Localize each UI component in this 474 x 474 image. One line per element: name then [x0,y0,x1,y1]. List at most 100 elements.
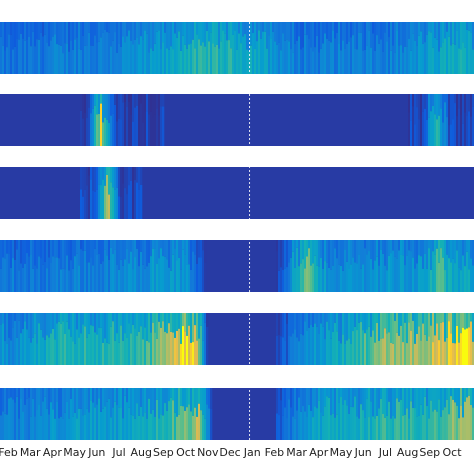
heatmap-cell [404,265,407,292]
heatmap-cell [336,258,339,292]
heatmap-cell [222,22,225,31]
heatmap-cell [96,404,99,440]
heatmap-cell [76,37,79,74]
heatmap-cell [300,388,303,412]
heatmap-cell [64,333,67,365]
heatmap-cell [162,106,165,146]
heatmap-cell [198,313,201,339]
heatmap-cell [144,327,147,365]
heatmap-cell [36,410,39,440]
heatmap-cell [162,22,165,43]
heatmap-cell [316,313,319,327]
heatmap-cell [412,320,415,365]
heatmap-cell [222,30,225,74]
heatmap-cell [136,388,139,404]
heatmap-cell [420,313,423,341]
heatmap-cell [428,388,431,419]
heatmap-cell [466,94,469,116]
heatmap-cell [124,259,127,292]
heatmap-cell [76,253,79,292]
heatmap-cell [120,407,123,440]
heatmap-cell [462,388,465,418]
heatmap-cell [18,240,21,271]
heatmap-cell [288,22,291,42]
heatmap-cell [374,342,377,365]
heatmap-cell [6,240,9,254]
heatmap-cell [228,22,231,41]
heatmap-cell [354,262,357,292]
heatmap-cell [276,313,279,337]
heatmap-cell [344,313,347,344]
heatmap-cell [158,22,161,31]
heatmap-cell [206,30,209,74]
heatmap-cell [328,22,331,41]
heatmap-cell [112,407,115,440]
heatmap-cell [120,167,123,197]
heatmap-cell [340,343,343,365]
heatmap-cell [150,413,153,440]
heatmap-cell [168,388,171,402]
heatmap-cell [460,333,463,365]
heatmap-cell [400,254,403,292]
heatmap-cell [366,398,369,440]
heatmap-cell [392,343,395,365]
heatmap-cell [318,22,321,53]
heatmap-cell [364,333,367,365]
heatmap-cell [422,94,425,112]
heatmap-cell [68,51,71,74]
heatmap-cell [34,416,37,440]
heatmap-cell [58,418,61,440]
heatmap-cell [332,240,335,266]
heatmap-cell [270,38,273,74]
heatmap-cell [446,337,449,365]
heatmap-cell [454,240,457,264]
heatmap-cell [462,240,465,256]
heatmap-cell [376,313,379,323]
heatmap-cell [338,22,341,44]
heatmap-cell [20,333,23,365]
heatmap-cell [132,121,135,146]
heatmap-cell [162,240,165,257]
heatmap-cell [336,331,339,365]
heatmap-cell [28,388,31,398]
heatmap-cell [276,251,279,292]
heatmap-cell [470,240,473,259]
heatmap-cell [152,322,155,365]
heatmap-cell [202,414,205,440]
heatmap-cell [434,313,437,336]
heatmap-cell [376,415,379,440]
heatmap-cell [126,167,129,195]
heatmap-cell [108,343,111,365]
heatmap-cell [28,337,31,365]
heatmap-cell [330,415,333,440]
heatmap-cell [414,408,417,440]
heatmap-cell [316,265,319,292]
heatmap-cell [260,22,263,39]
heatmap-cell [424,108,427,146]
heatmap-cell [460,94,463,116]
heatmap-cell [142,339,145,365]
heatmap-cell [352,313,355,332]
heatmap-cell [366,254,369,292]
heatmap-cell [116,22,119,53]
heatmap-cell [292,22,295,53]
heatmap-cell [24,40,27,74]
heatmap-cell [396,398,399,440]
heatmap-cell [278,240,281,271]
heatmap-cell [90,179,93,219]
heatmap-cell [108,167,111,195]
heatmap-cell [98,22,101,42]
heatmap-cell [410,50,413,74]
heatmap-cell [412,94,415,107]
heatmap-cell [448,313,451,322]
heatmap-cell [302,388,305,407]
heatmap-cell [132,269,135,292]
heatmap-cell [434,94,437,115]
heatmap-cell [408,418,411,440]
heatmap-cell [102,32,105,74]
heatmap-cell [350,406,353,440]
heatmap-cell [210,32,213,74]
heatmap-cell [394,22,397,53]
x-tick-label: Mar [286,446,307,459]
heatmap-cell [174,33,177,74]
